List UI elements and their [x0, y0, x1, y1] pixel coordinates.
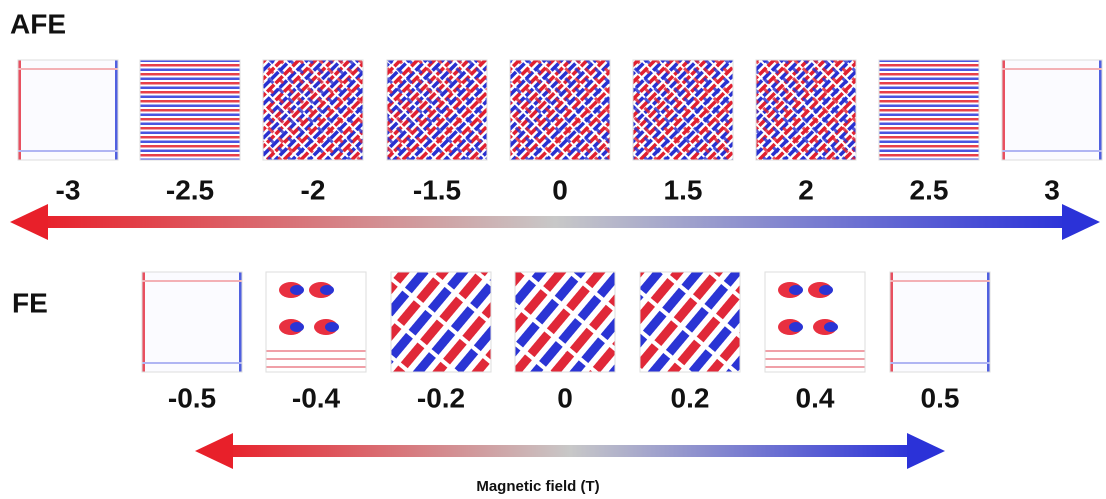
- pattern-panel: [387, 60, 487, 160]
- afe-row: AFE -3 -2.5 -2 -1.5 0 1.5 2 2.5 3: [10, 8, 1102, 205]
- field-value: -0.4: [292, 382, 341, 413]
- field-value: 0: [552, 174, 568, 205]
- field-value: -3: [56, 174, 81, 205]
- pattern-panel: [633, 60, 733, 160]
- field-value: 2: [798, 174, 814, 205]
- field-value: -2.5: [166, 174, 214, 205]
- pattern-panel: [263, 60, 363, 160]
- field-value: 2.5: [910, 174, 949, 205]
- field-value: 0.5: [921, 382, 960, 413]
- figure: AFE -3 -2.5 -2 -1.5 0 1.5 2 2.5 3 FE -0.5 -0.4 -0.…: [0, 0, 1106, 499]
- field-value: -1.5: [413, 174, 461, 205]
- axis-label: Magnetic field (T): [476, 478, 599, 495]
- field-value: 0.4: [796, 382, 835, 413]
- arrow: [195, 433, 945, 469]
- field-value: 3: [1044, 174, 1060, 205]
- pattern-panel: [890, 272, 990, 372]
- pattern-panel: [510, 60, 610, 160]
- pattern-panel: [515, 272, 615, 372]
- row-label: FE: [12, 287, 48, 318]
- row-label: AFE: [10, 8, 66, 39]
- pattern-panel: [391, 272, 491, 372]
- pattern-panel: [756, 60, 856, 160]
- field-value: 0: [557, 382, 573, 413]
- pattern-panel: [1002, 60, 1102, 160]
- fe-row: FE -0.5 -0.4 -0.2 0 0.2 0.4 0.5: [12, 272, 990, 413]
- pattern-panel: [640, 272, 740, 372]
- field-value: 0.2: [671, 382, 710, 413]
- pattern-panel: [266, 272, 366, 372]
- pattern-panel: [765, 272, 865, 372]
- pattern-panel: [142, 272, 242, 372]
- field-value: 1.5: [664, 174, 703, 205]
- field-value: -0.2: [417, 382, 465, 413]
- pattern-panel: [879, 60, 979, 160]
- arrow: [10, 204, 1100, 240]
- field-value: -0.5: [168, 382, 216, 413]
- pattern-panel: [140, 60, 240, 160]
- pattern-panel: [18, 60, 118, 160]
- field-value: -2: [301, 174, 326, 205]
